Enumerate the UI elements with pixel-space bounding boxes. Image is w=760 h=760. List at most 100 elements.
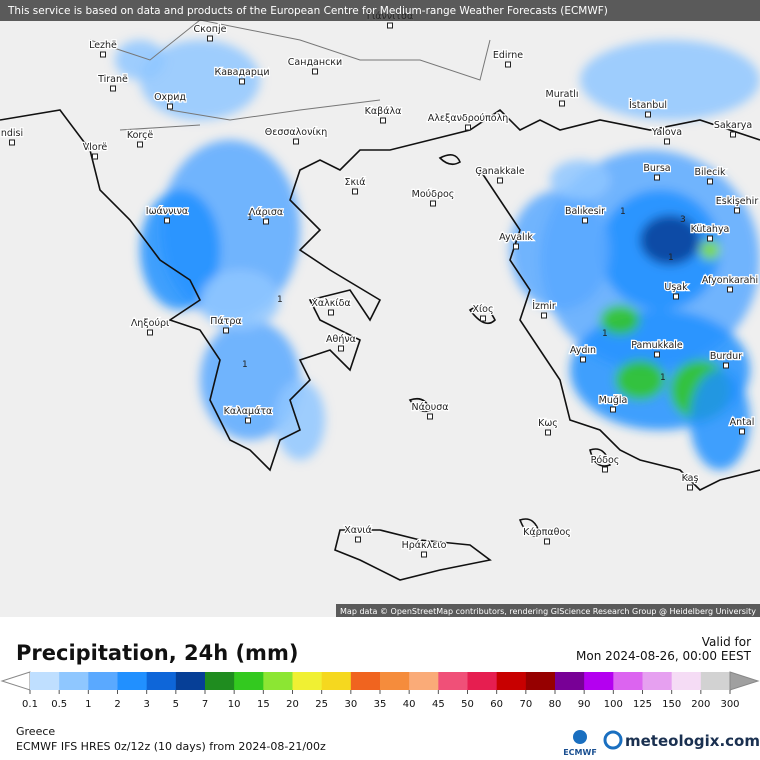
colorbar-tick-label: 60 xyxy=(490,699,503,710)
contour-label: 1 xyxy=(660,373,666,383)
city-label: Korçë xyxy=(127,130,153,141)
colorbar-segment xyxy=(555,672,585,690)
city-label: ndisi xyxy=(1,128,23,139)
colorbar-segment xyxy=(321,672,352,690)
map: Lezhë Tiranë Охрид Скопје Кавадарци Сандански… xyxy=(0,0,760,617)
coastlines xyxy=(0,108,760,581)
contour-label: 1 xyxy=(620,207,626,217)
colorbar-tick-label: 80 xyxy=(549,699,562,710)
city-label: Uşak xyxy=(664,282,688,293)
city-marker xyxy=(110,85,116,92)
precip-area xyxy=(700,240,720,260)
city-label: Σκιά xyxy=(344,177,365,188)
colorbar-over xyxy=(729,671,760,691)
city-label: Αθήνα xyxy=(326,334,356,345)
colorbar-tick-label: 40 xyxy=(403,699,416,710)
colorbar-tick-label: 0.1 xyxy=(22,699,38,710)
precip-area xyxy=(640,215,700,265)
city-marker xyxy=(707,178,713,185)
precip-area xyxy=(615,360,665,400)
attribution-text: Map data © OpenStreetMap contributors, r… xyxy=(340,607,756,616)
ecmwf-logo: ECMWF xyxy=(563,748,597,757)
city-marker xyxy=(223,327,229,334)
legend-title: Precipitation, 24h (mm) xyxy=(16,641,298,665)
precip-area xyxy=(140,190,220,310)
city-label: Tiranë xyxy=(97,74,128,85)
colorbar-segment xyxy=(350,672,381,690)
city-label: Ayvalık xyxy=(499,232,533,243)
city-marker xyxy=(610,406,616,413)
colorbar-tick-label: 10 xyxy=(228,699,241,710)
city-label: Bursa xyxy=(643,163,670,174)
colorbar-segment xyxy=(205,672,235,690)
city-marker xyxy=(513,243,519,250)
model-info: ECMWF IFS HRES 0z/12z (10 days) from 202… xyxy=(16,740,326,753)
colorbar-tick-label: 50 xyxy=(461,699,474,710)
notice-text: This service is based on data and produc… xyxy=(7,5,608,17)
city-label: Χίος xyxy=(472,304,493,315)
city-label: Sakarya xyxy=(714,120,752,131)
city-label: Θεσσαλονίκη xyxy=(265,127,328,138)
colorbar-segment xyxy=(59,672,89,690)
city-marker xyxy=(263,218,269,225)
city-marker xyxy=(147,329,153,336)
city-label: Πάτρα xyxy=(210,316,241,327)
colorbar-tick-label: 200 xyxy=(691,699,710,710)
city-marker xyxy=(739,428,745,435)
colorbar-tick-label: 70 xyxy=(519,699,532,710)
city-marker xyxy=(497,177,503,184)
colorbar-segment xyxy=(234,672,264,690)
city-marker xyxy=(734,207,740,214)
precip-area xyxy=(200,270,280,330)
city-label: Охрид xyxy=(154,92,186,103)
colorbar-tick-label: 5 xyxy=(173,699,179,710)
colorbar-segment xyxy=(700,672,731,690)
city-marker xyxy=(545,429,551,436)
city-marker xyxy=(654,351,660,358)
colorbar-segment xyxy=(613,672,643,690)
colorbar-tick-label: 1 xyxy=(85,699,91,710)
colorbar-tick-label: 0.5 xyxy=(51,699,67,710)
city-marker xyxy=(9,139,15,146)
city-marker xyxy=(293,138,299,145)
colorbar-tick-label: 125 xyxy=(633,699,652,710)
colorbar-under xyxy=(0,671,31,691)
colorbar-segment xyxy=(584,672,614,690)
precip-area xyxy=(600,305,640,335)
city-label: Καβάλα xyxy=(365,106,402,117)
precip-area xyxy=(580,40,760,120)
city-label: Αλεξανδρούπολη xyxy=(428,113,508,124)
colorbar-segment xyxy=(146,672,177,690)
city-marker xyxy=(707,235,713,242)
city-label: Μούδρος xyxy=(412,189,455,200)
city-marker xyxy=(352,188,358,195)
precip-area xyxy=(200,320,300,440)
city-label: Νάουσα xyxy=(412,402,449,413)
colorbar-segment xyxy=(380,672,410,690)
city-marker xyxy=(480,315,486,322)
colorbar-segment xyxy=(671,672,702,690)
city-marker xyxy=(541,312,547,319)
colorbar-segment xyxy=(88,672,118,690)
city-marker xyxy=(164,217,170,224)
city-label: Ρόδος xyxy=(591,455,620,466)
city-label: Ληξούρι xyxy=(131,318,169,329)
notice-bar xyxy=(0,0,760,21)
colorbar-segment xyxy=(117,672,148,690)
city-label: İzmir xyxy=(532,301,556,312)
city-label: Afyonkarahi xyxy=(702,275,758,286)
precip-area xyxy=(690,370,750,470)
city-marker xyxy=(654,174,660,181)
colorbar-segment xyxy=(409,672,439,690)
city-marker xyxy=(387,22,393,29)
brand: meteologix.com xyxy=(625,732,760,750)
city-marker xyxy=(580,356,586,363)
precip-area xyxy=(140,40,260,120)
city-label: Balıkesir xyxy=(565,206,605,217)
city-marker xyxy=(505,61,511,68)
city-marker xyxy=(427,413,433,420)
colorbar-tick-label: 35 xyxy=(374,699,387,710)
city-marker xyxy=(582,217,588,224)
colorbar-tick-label: 300 xyxy=(720,699,739,710)
